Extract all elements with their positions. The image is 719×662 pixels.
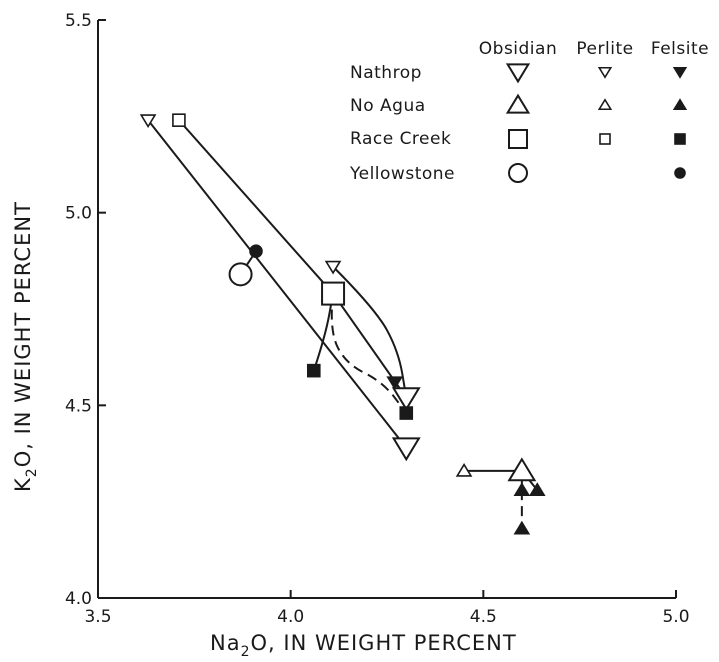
connector-line <box>312 293 335 371</box>
x-tick-label: 4.0 <box>277 607 304 627</box>
x-axis-label-subscript: 2 <box>241 644 251 660</box>
x-tick-label: 3.5 <box>84 607 111 627</box>
no-agua-felsite-point <box>528 482 546 497</box>
y-axis-label: K2O, IN WEIGHT PERCENT <box>11 201 40 492</box>
no-agua-perlite-point <box>455 462 473 477</box>
ticks: 3.5 4.0 4.5 5.04.04.55.05.5 <box>65 11 690 627</box>
y-tick-label: 5.0 <box>65 204 92 224</box>
dashed-connector-line <box>330 293 408 414</box>
y-tick-label: 4.5 <box>65 396 92 416</box>
no-agua-felsite-point <box>513 482 531 497</box>
legend-no-agua-obsidian-symbol <box>505 93 531 114</box>
y-axis-label-suffix: O, IN WEIGHT PERCENT <box>11 201 35 467</box>
race-creek-felsite-point <box>399 406 414 420</box>
y-axis-label-prefix: K <box>11 477 35 492</box>
nathrop-obsidian-point <box>391 437 421 462</box>
x-axis-label-prefix: Na <box>210 631 241 655</box>
axes <box>97 20 676 599</box>
race-creek-perlite-point <box>172 113 186 127</box>
legend-col-felsite: Felsite <box>651 39 709 59</box>
no-agua-obsidian-point <box>507 457 537 482</box>
legend-col-obsidian: Obsidian <box>479 39 557 59</box>
y-tick-label: 4.0 <box>65 589 92 609</box>
x-axis-label-suffix: O, IN WEIGHT PERCENT <box>251 631 517 655</box>
legend-col-perlite: Perlite <box>576 39 633 59</box>
nathrop-perlite-point <box>139 114 157 129</box>
legend-nathrop-felsite-symbol <box>672 66 688 79</box>
legend-nathrop-obsidian-symbol <box>505 63 531 84</box>
legend-symbols <box>505 63 688 183</box>
x-tick-label: 4.5 <box>470 607 497 627</box>
legend-yellowstone-obsidian-symbol <box>508 163 528 183</box>
race-creek-felsite-point <box>306 363 321 378</box>
legend: Obsidian Perlite Felsite Nathrop No Agua… <box>349 39 709 184</box>
connector-line <box>147 119 408 449</box>
legend-race-creek-obsidian-symbol <box>508 129 528 149</box>
legend-nathrop-perlite-symbol <box>597 66 613 79</box>
legend-label-nathrop: Nathrop <box>350 63 422 83</box>
legend-race-creek-felsite-symbol <box>674 133 686 145</box>
yellowstone-obsidian-point <box>228 262 253 287</box>
legend-no-agua-felsite-symbol <box>672 98 688 111</box>
y-tick-label: 5.5 <box>65 11 92 31</box>
nathrop-felsite-point <box>386 376 404 391</box>
x-tick-label: 5.0 <box>662 607 689 627</box>
connector-line <box>332 265 408 398</box>
connector-line <box>178 119 334 295</box>
yellowstone-felsite-point <box>249 244 263 258</box>
no-agua-felsite-point <box>513 520 531 535</box>
legend-label-yellowstone: Yellowstone <box>349 164 455 184</box>
legend-no-agua-perlite-symbol <box>597 98 613 111</box>
legend-yellowstone-felsite-symbol <box>674 167 686 179</box>
connectors <box>147 119 539 529</box>
data-points <box>139 113 546 535</box>
y-axis-label-subscript: 2 <box>24 467 40 477</box>
race-creek-obsidian-point <box>321 281 346 306</box>
legend-label-race-creek: Race Creek <box>350 129 451 149</box>
legend-label-no-agua: No Agua <box>350 96 426 116</box>
x-axis-label: Na2O, IN WEIGHT PERCENT <box>210 631 517 660</box>
nathrop-obsidian-point <box>391 387 421 412</box>
nathrop-perlite-point <box>324 260 342 275</box>
legend-race-creek-perlite-symbol <box>599 133 611 145</box>
